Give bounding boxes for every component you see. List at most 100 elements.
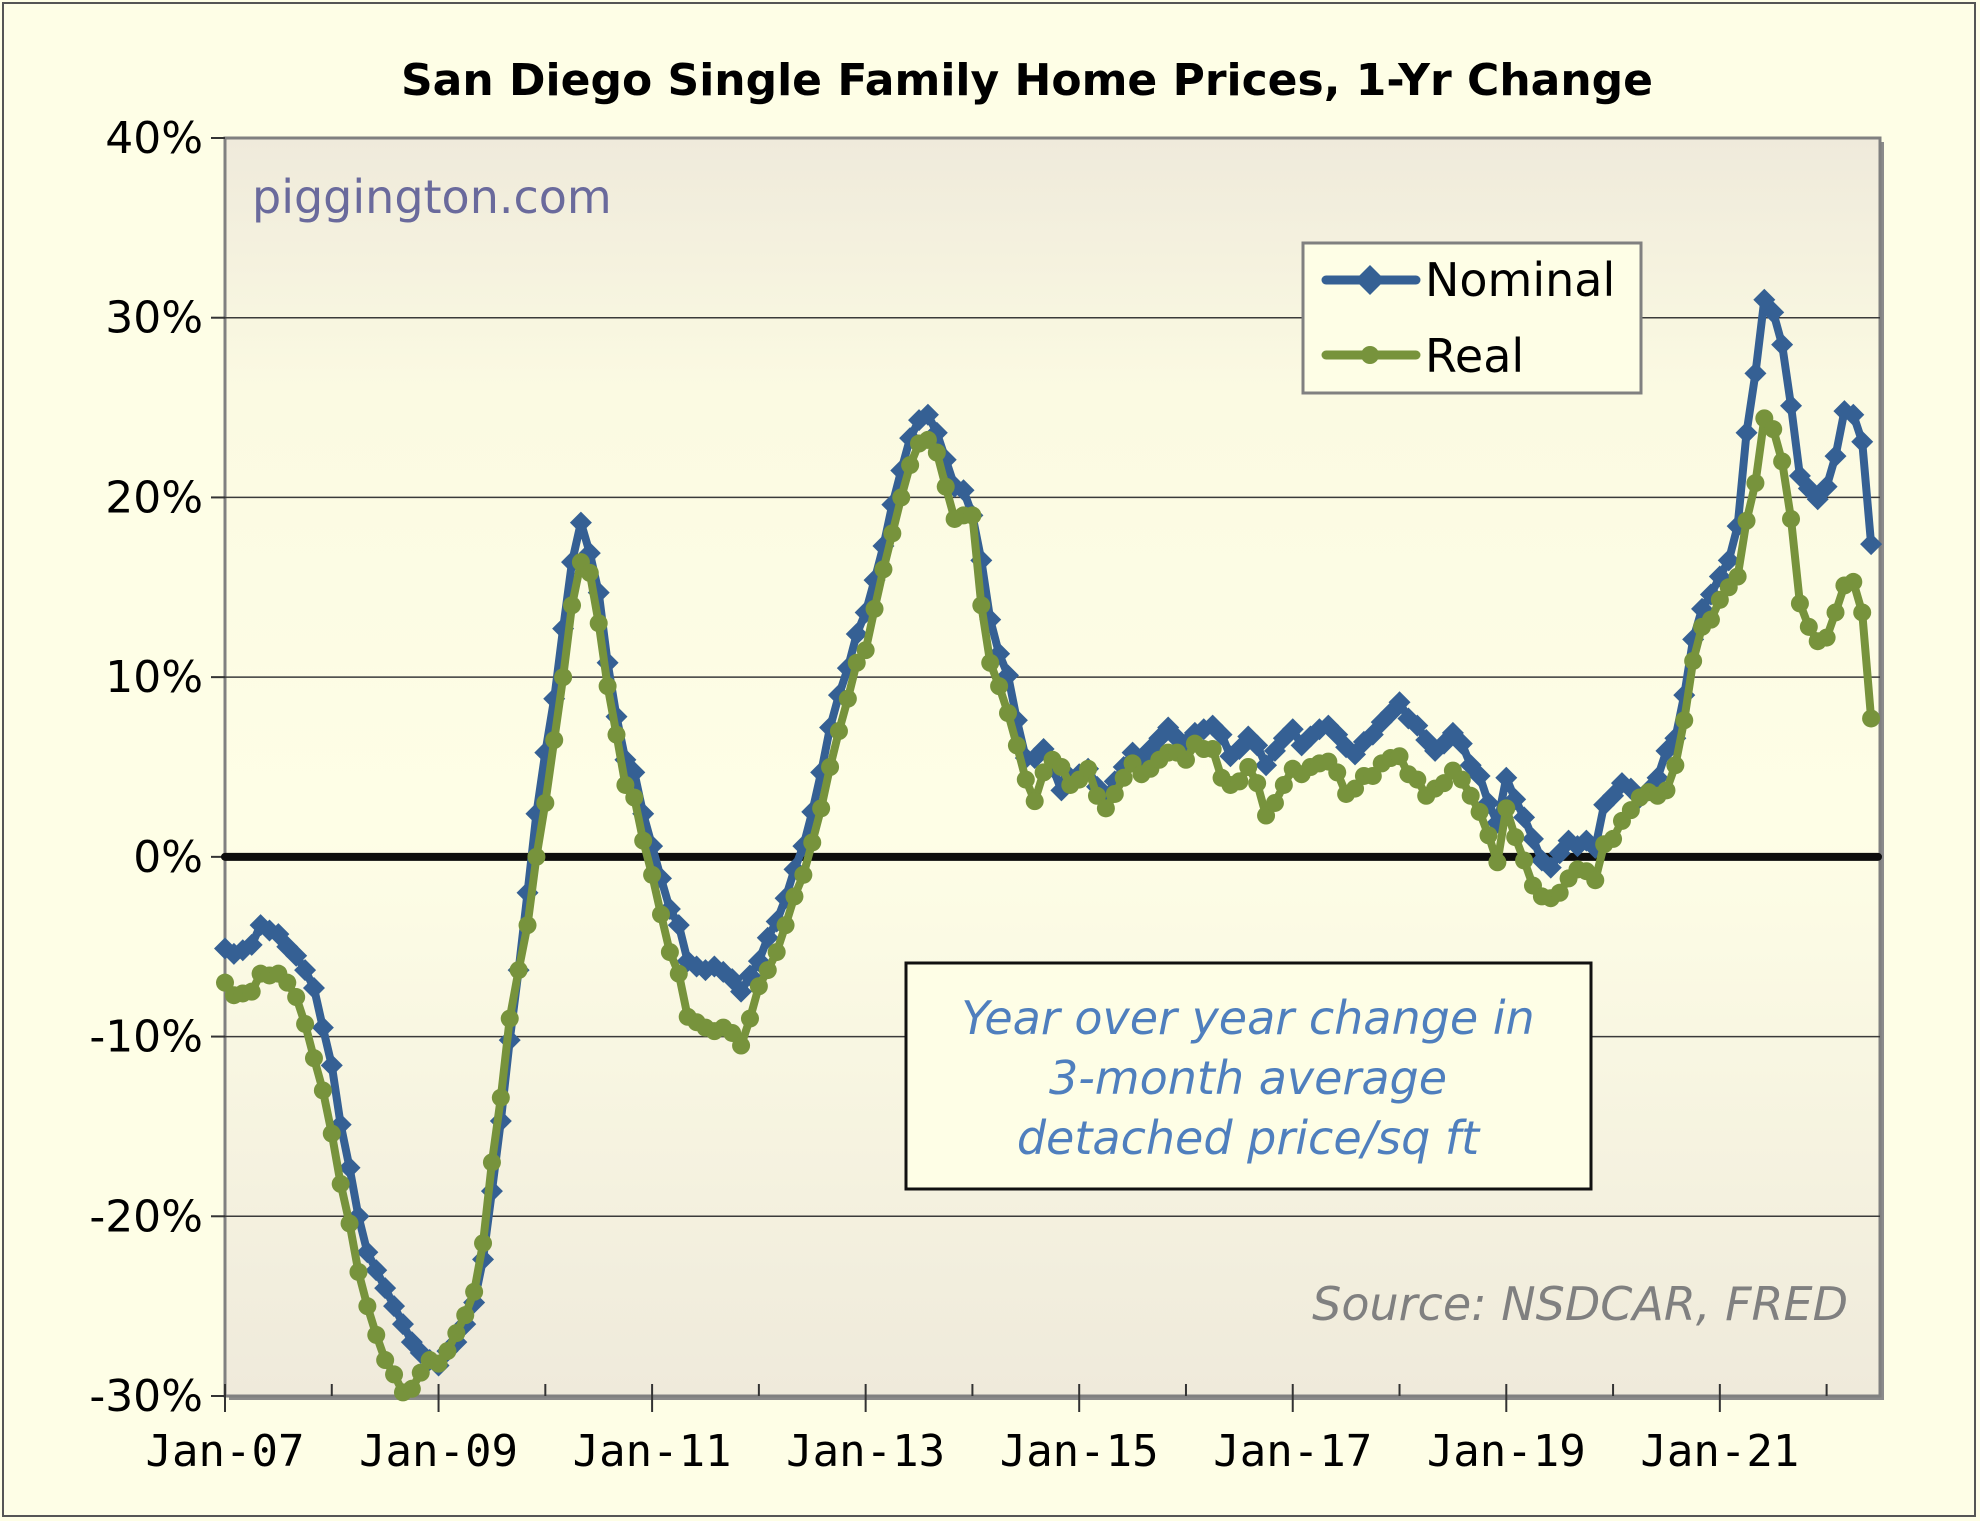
data-point-real — [785, 887, 804, 906]
data-point-nominal — [1210, 723, 1233, 746]
data-point-real — [1764, 420, 1783, 439]
data-point-real — [803, 833, 822, 852]
data-point-nominal — [1468, 764, 1491, 787]
data-point-real — [874, 560, 893, 579]
data-point-nominal — [569, 511, 592, 534]
data-point-real — [651, 905, 670, 924]
data-point-real — [927, 443, 946, 462]
data-point-real — [607, 725, 626, 744]
data-point-nominal — [1406, 714, 1429, 737]
data-point-nominal — [1521, 827, 1544, 850]
data-point-nominal — [916, 403, 939, 426]
y-tick-label: 30% — [105, 293, 203, 344]
data-point-real — [1452, 770, 1471, 789]
x-tick-label: Jan-13 — [786, 1426, 945, 1477]
data-point-nominal — [1281, 718, 1304, 741]
data-point-real — [1506, 828, 1525, 847]
data-point-real — [1479, 826, 1498, 845]
data-point-real — [1666, 756, 1685, 775]
data-point-real — [758, 961, 777, 980]
x-tick-label: Jan-11 — [573, 1426, 732, 1477]
data-point-real — [616, 775, 635, 794]
data-point-real — [340, 1214, 359, 1233]
data-point-real — [1621, 801, 1640, 820]
data-point-real — [1390, 747, 1409, 766]
note-line-1: Year over year change in — [961, 991, 1534, 1045]
data-point-nominal — [1780, 394, 1803, 417]
data-point-real — [1488, 853, 1507, 872]
data-point-real — [358, 1297, 377, 1316]
data-point-nominal — [952, 479, 975, 502]
data-point-real — [821, 758, 840, 776]
data-point-nominal — [1860, 533, 1883, 556]
data-point-real — [669, 964, 688, 983]
data-point-real — [1737, 511, 1756, 530]
data-point-real — [634, 831, 653, 850]
data-point-real — [598, 677, 617, 696]
series-real — [216, 409, 1881, 1402]
data-point-real — [990, 677, 1009, 696]
data-point-real — [847, 653, 866, 672]
data-point-real — [660, 943, 679, 962]
data-point-real — [1684, 651, 1703, 670]
data-point-real — [1782, 509, 1801, 528]
x-axis: Jan-07 Jan-09 Jan-11 Jan-13 Jan-15 Jan-17 Jan-… — [146, 1384, 1828, 1477]
data-point-nominal — [1744, 362, 1767, 385]
y-tick-label: -20% — [89, 1191, 203, 1242]
data-point-real — [901, 456, 920, 475]
data-point-real — [1470, 802, 1489, 821]
data-point-real — [1515, 851, 1534, 870]
x-tick-label: Jan-19 — [1427, 1426, 1586, 1477]
legend-real-circle-icon — [1361, 346, 1379, 364]
data-point-real — [794, 865, 813, 884]
legend-nominal-diamond-icon — [1355, 265, 1385, 295]
chart-title: San Diego Single Family Home Prices, 1-Y… — [401, 55, 1653, 106]
x-tick-label: Jan-17 — [1213, 1426, 1372, 1477]
data-point-real — [1087, 786, 1106, 805]
data-point-real — [732, 1036, 751, 1055]
data-point-nominal — [1842, 403, 1865, 426]
data-point-real — [723, 1023, 742, 1042]
data-point-real — [1701, 610, 1720, 629]
legend-nominal-label: Nominal — [1425, 253, 1615, 307]
data-point-real — [1274, 775, 1293, 794]
data-point-real — [1016, 770, 1035, 789]
data-point-nominal — [320, 1054, 343, 1077]
data-point-real — [1586, 871, 1605, 890]
data-point-real — [1435, 774, 1454, 793]
legend-real-label: Real — [1425, 329, 1524, 383]
data-point-real — [883, 524, 902, 543]
data-point-real — [1025, 792, 1044, 811]
data-point-real — [1826, 603, 1845, 622]
data-point-real — [856, 641, 875, 660]
data-point-real — [1675, 711, 1694, 730]
y-axis: 40% 30% 20% 10% 0% -10% -20% -30% — [89, 113, 225, 1422]
y-tick-label: 20% — [105, 472, 203, 523]
data-point-real — [491, 1088, 510, 1107]
data-point-real — [518, 916, 537, 935]
data-point-nominal — [294, 959, 317, 982]
data-point-real — [322, 1124, 341, 1143]
data-point-real — [376, 1351, 395, 1370]
data-point-real — [429, 1354, 448, 1373]
data-point-real — [1176, 750, 1195, 769]
x-tick-label: Jan-21 — [1640, 1426, 1799, 1477]
data-point-real — [527, 847, 546, 866]
data-point-real — [500, 1009, 519, 1028]
data-point-real — [367, 1325, 386, 1344]
data-point-real — [313, 1081, 332, 1100]
data-point-real — [456, 1306, 475, 1325]
data-point-nominal — [302, 977, 325, 1000]
data-point-real — [1773, 452, 1792, 471]
data-point-real — [1604, 829, 1623, 848]
legend-frame — [1301, 241, 1643, 395]
y-tick-label: 10% — [105, 652, 203, 703]
data-point-real — [331, 1174, 350, 1193]
data-point-real — [1550, 883, 1569, 902]
data-point-real — [296, 1014, 315, 1033]
data-point-real — [1746, 474, 1765, 493]
data-point-real — [580, 563, 599, 582]
data-point-real — [589, 614, 608, 633]
data-point-real — [1657, 781, 1676, 800]
